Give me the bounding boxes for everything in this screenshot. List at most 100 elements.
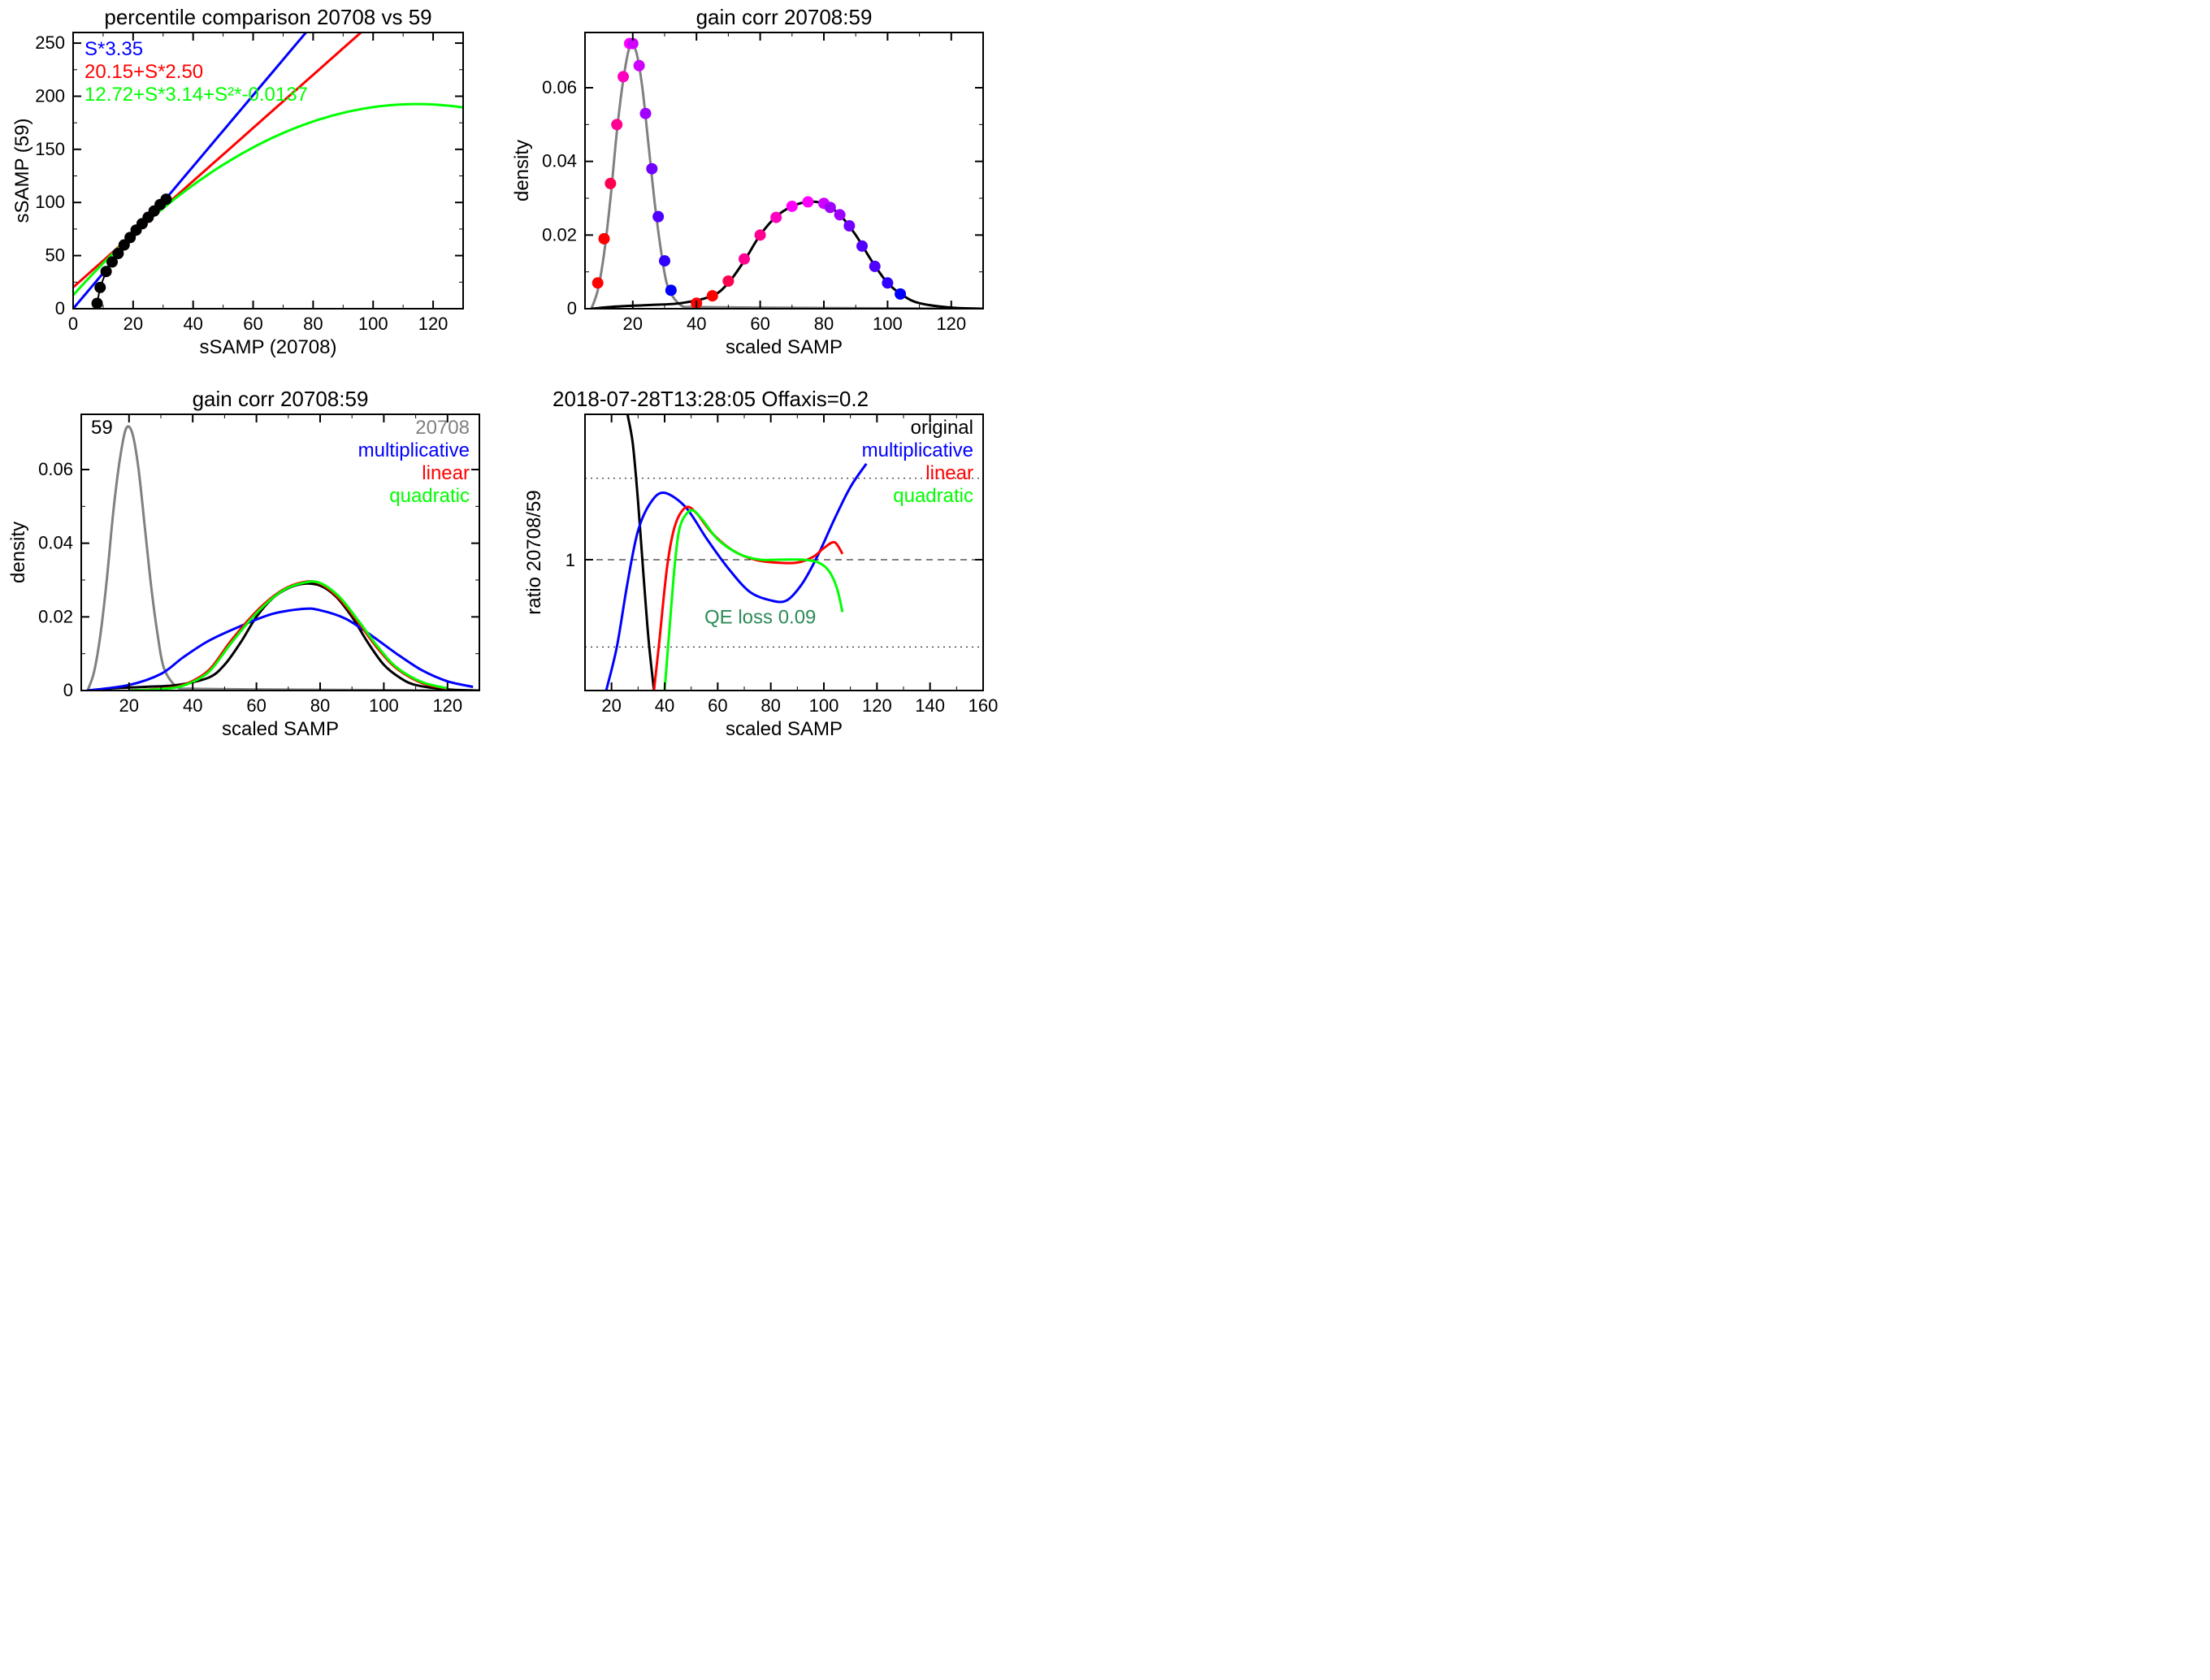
density-point bbox=[639, 108, 651, 119]
legend-entry: 20708 bbox=[415, 417, 470, 439]
x-tick-label: 100 bbox=[358, 314, 388, 334]
y-tick-label: 150 bbox=[35, 139, 65, 159]
legend-entry: multiplicative bbox=[862, 439, 973, 461]
chart-grid: { "colors": { "black": "#000000", "gray"… bbox=[0, 0, 1008, 764]
curve-blue bbox=[606, 464, 866, 691]
legend-entry: 12.72+S*3.14+S²*-0.0137 bbox=[84, 84, 308, 106]
x-tick-label: 120 bbox=[936, 314, 966, 334]
y-tick-label: 0.02 bbox=[38, 606, 73, 626]
density-point bbox=[802, 197, 813, 208]
y-tick-label: 250 bbox=[35, 32, 65, 53]
density-point bbox=[843, 220, 855, 232]
x-tick-label: 20 bbox=[601, 695, 621, 716]
chart-title: 2018-07-28T13:28:05 Offaxis=0.2 bbox=[552, 387, 869, 411]
chart-title: gain corr 20708:59 bbox=[193, 387, 369, 411]
y-tick-label: 0.06 bbox=[38, 459, 73, 479]
legend-entry: multiplicative bbox=[358, 439, 470, 461]
density-point bbox=[722, 275, 734, 287]
gain-corr-density-chart: gain corr 20708:59 2040608010012000.020.… bbox=[504, 0, 1008, 382]
curve-red bbox=[129, 582, 448, 691]
density-point bbox=[739, 253, 750, 265]
density-point bbox=[882, 277, 893, 288]
y-tick-label: 1 bbox=[566, 550, 575, 570]
density-black bbox=[592, 201, 983, 309]
x-tick-label: 60 bbox=[243, 314, 262, 334]
legend-entry: 59 bbox=[91, 417, 113, 439]
curve-green bbox=[129, 582, 448, 691]
legend-entry: quadratic bbox=[389, 485, 470, 507]
data-point bbox=[101, 266, 112, 277]
data-point bbox=[160, 193, 171, 205]
x-tick-label: 40 bbox=[183, 314, 202, 334]
data-point bbox=[92, 297, 103, 309]
legend-entry: quadratic bbox=[893, 485, 973, 507]
chart-title: gain corr 20708:59 bbox=[696, 5, 873, 29]
density-point bbox=[770, 212, 782, 223]
x-tick-label: 20 bbox=[124, 314, 143, 334]
x-tick-label: 160 bbox=[968, 695, 999, 716]
x-axis-label: scaled SAMP bbox=[222, 718, 339, 740]
x-tick-label: 60 bbox=[750, 314, 769, 334]
x-tick-label: 120 bbox=[432, 695, 462, 716]
x-tick-label: 60 bbox=[708, 695, 727, 716]
density-point bbox=[895, 288, 906, 300]
density-point bbox=[652, 211, 664, 223]
y-axis-label: ratio 20708/59 bbox=[523, 490, 545, 614]
curve-gray bbox=[88, 426, 479, 691]
legend-entry: linear bbox=[925, 462, 973, 484]
y-tick-label: 0.04 bbox=[38, 533, 73, 553]
x-tick-label: 100 bbox=[809, 695, 839, 716]
x-tick-label: 100 bbox=[873, 314, 903, 334]
y-axis-label: sSAMP (59) bbox=[11, 119, 33, 223]
x-axis-label: scaled SAMP bbox=[726, 336, 843, 358]
curve-green bbox=[665, 510, 843, 691]
x-tick-label: 40 bbox=[687, 314, 706, 334]
y-axis-label: density bbox=[7, 522, 29, 583]
x-tick-label: 100 bbox=[369, 695, 399, 716]
density-point bbox=[611, 119, 622, 130]
y-tick-label: 200 bbox=[35, 85, 65, 106]
density-point bbox=[825, 201, 836, 213]
ratio-chart: 2018-07-28T13:28:05 Offaxis=0.2 20 40 60 80… bbox=[504, 382, 1008, 764]
gain-corr-models-chart: gain corr 20708:59 2040608010012000.020.… bbox=[0, 382, 504, 764]
y-tick-label: 0 bbox=[567, 298, 577, 318]
qe-loss-label: QE loss 0.09 bbox=[704, 607, 816, 629]
density-point bbox=[646, 163, 657, 175]
density-point bbox=[634, 60, 645, 71]
curve-black bbox=[88, 583, 479, 691]
density-point bbox=[618, 71, 629, 82]
density-point bbox=[659, 255, 670, 266]
density-point bbox=[856, 240, 868, 252]
percentile-comparison-chart: percentile comparison 20708 vs 59 0 20 40 6… bbox=[0, 0, 504, 382]
x-tick-label: 80 bbox=[303, 314, 323, 334]
density-point bbox=[707, 290, 718, 301]
density-gray bbox=[592, 45, 983, 309]
y-tick-label: 50 bbox=[46, 245, 65, 266]
curve-black bbox=[627, 414, 654, 691]
x-tick-label: 120 bbox=[862, 695, 892, 716]
x-tick-label: 40 bbox=[183, 695, 202, 716]
chart-title: percentile comparison 20708 vs 59 bbox=[104, 5, 431, 29]
legend-entry: linear bbox=[422, 462, 470, 484]
curve-red bbox=[654, 507, 843, 691]
y-tick-label: 0.06 bbox=[542, 77, 577, 97]
x-tick-label: 80 bbox=[310, 695, 330, 716]
density-point bbox=[604, 178, 616, 189]
y-axis-label: density bbox=[511, 140, 533, 201]
density-point bbox=[755, 229, 766, 240]
density-point bbox=[786, 201, 798, 212]
legend-entry: 20.15+S*2.50 bbox=[84, 61, 203, 83]
y-tick-label: 0.02 bbox=[542, 224, 577, 245]
y-tick-label: 0 bbox=[55, 298, 65, 318]
x-tick-label: 60 bbox=[246, 695, 266, 716]
y-tick-label: 0 bbox=[63, 680, 73, 700]
y-tick-label: 100 bbox=[35, 192, 65, 212]
x-tick-label: 80 bbox=[760, 695, 780, 716]
green-fit-line bbox=[73, 104, 463, 295]
x-axis-label: scaled SAMP bbox=[726, 718, 843, 740]
x-tick-label: 40 bbox=[655, 695, 674, 716]
density-point bbox=[834, 209, 846, 220]
density-point bbox=[869, 261, 881, 272]
legend-entry: original bbox=[911, 417, 973, 439]
x-tick-label: 80 bbox=[814, 314, 834, 334]
